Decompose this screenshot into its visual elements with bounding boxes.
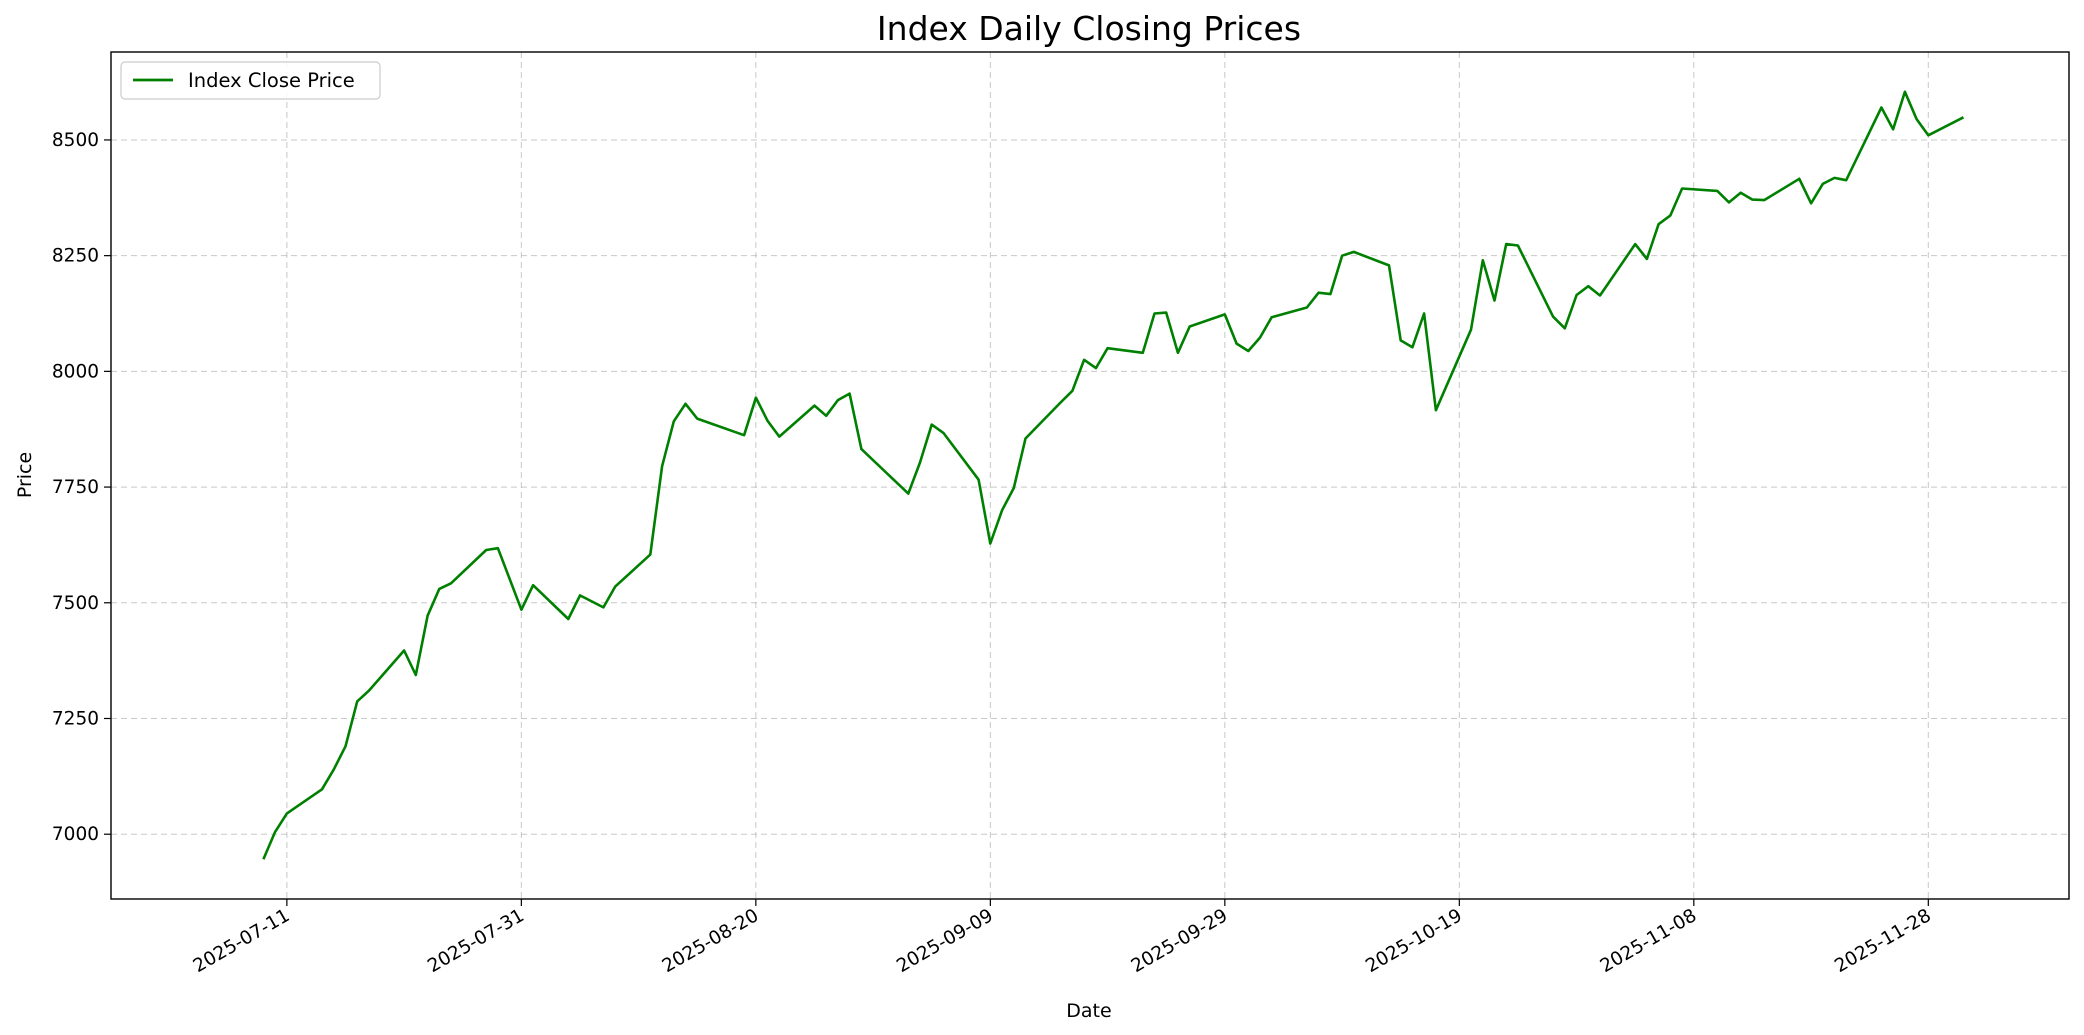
- series-group: [262, 90, 1965, 860]
- series-line-0: [262, 90, 1965, 860]
- legend-label: Index Close Price: [188, 69, 355, 92]
- legend-box: [120, 61, 381, 100]
- y-tick-label: 7750: [52, 477, 99, 498]
- y-axis: 7000 7250 7500 7750 8000 8250 8500: [52, 130, 111, 845]
- grid-lines: [111, 52, 2069, 899]
- legend: Index Close Price: [120, 61, 381, 100]
- y-tick-label: 8250: [52, 246, 99, 267]
- plot-frame: [110, 51, 2070, 900]
- chart-title: Index Daily Closing Prices: [877, 9, 1301, 48]
- x-axis-title: Date: [1066, 1000, 1111, 1022]
- y-tick-label: 8000: [52, 361, 99, 382]
- y-tick-label: 7500: [52, 593, 99, 614]
- y-tick-label: 7250: [52, 708, 99, 729]
- y-tick-label: 8500: [52, 130, 99, 151]
- y-tick-label: 7000: [52, 824, 99, 845]
- y-axis-title: Price: [14, 452, 36, 498]
